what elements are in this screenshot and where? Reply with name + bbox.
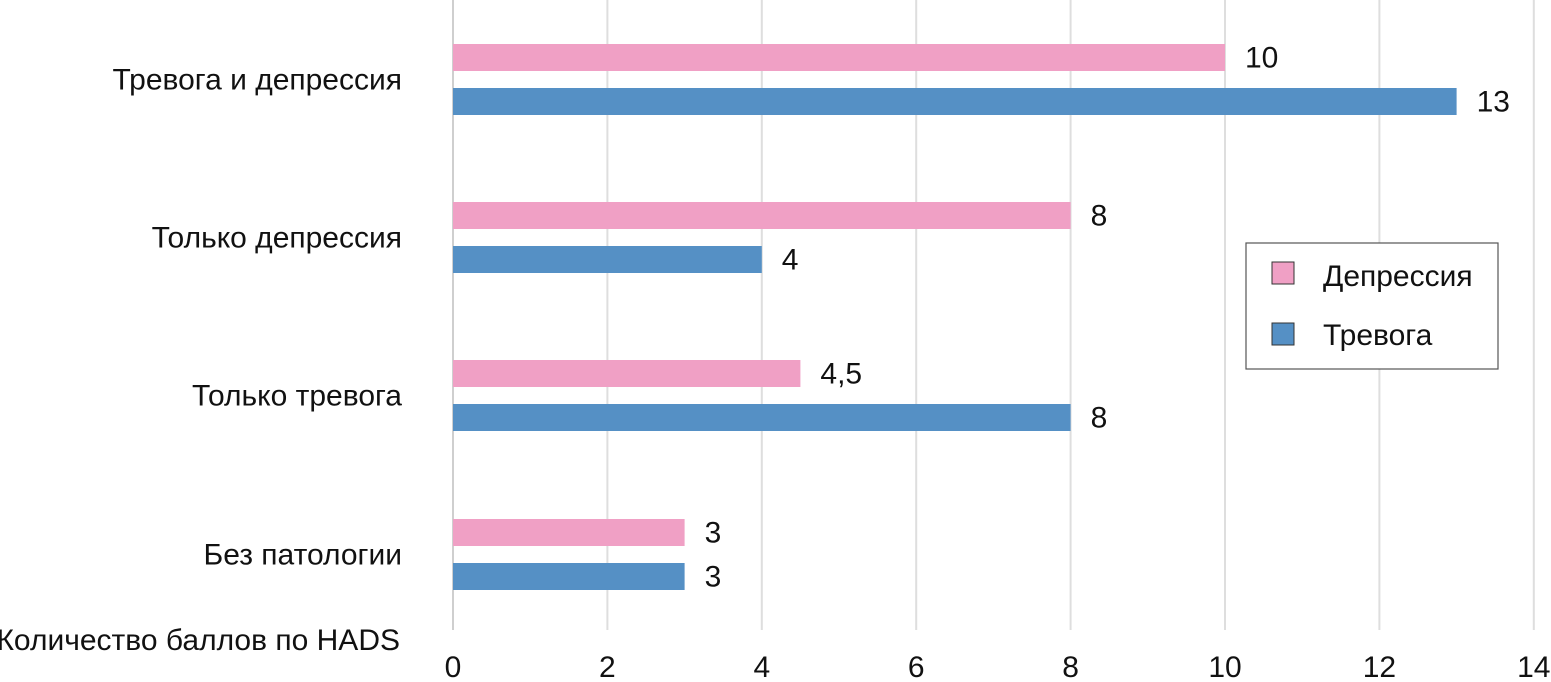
- bar-depression: [453, 519, 685, 546]
- legend-label-anxiety: Тревога: [1323, 319, 1433, 352]
- x-tick-label: 4: [753, 651, 770, 682]
- bar-depression: [453, 202, 1071, 229]
- data-label: 3: [705, 517, 722, 550]
- data-label: 3: [705, 561, 722, 594]
- bar-anxiety: [453, 246, 762, 273]
- category-label: Только тревога: [192, 380, 402, 413]
- bar-anxiety: [453, 563, 685, 590]
- x-tick-label: 14: [1517, 651, 1550, 682]
- category-label: Только депрессия: [152, 222, 402, 255]
- labels: 0 2 4 6 8 10 12 14 Тревога и депрессия 10 13 Только…: [113, 42, 1551, 682]
- bar-anxiety: [453, 88, 1457, 115]
- category-label: Без патологии: [204, 539, 403, 572]
- bar-depression: [453, 44, 1225, 71]
- legend: Депрессия Тревога: [1245, 242, 1499, 370]
- data-label: 8: [1091, 200, 1108, 233]
- legend-swatch-anxiety: [1271, 322, 1295, 346]
- x-tick-label: 10: [1208, 651, 1241, 682]
- legend-swatch-depression: [1271, 261, 1295, 285]
- x-tick-label: 6: [908, 651, 925, 682]
- x-tick-label: 0: [445, 651, 462, 682]
- category-label: Тревога и депрессия: [113, 64, 403, 97]
- data-label: 4: [782, 244, 799, 277]
- data-label: 8: [1091, 402, 1108, 435]
- bar-depression: [453, 360, 801, 387]
- legend-label-depression: Депрессия: [1323, 260, 1473, 293]
- data-label: 10: [1245, 42, 1278, 75]
- bar-anxiety: [453, 404, 1071, 431]
- x-tick-label: 12: [1363, 651, 1396, 682]
- data-label: 13: [1477, 86, 1510, 119]
- x-tick-label: 2: [599, 651, 616, 682]
- x-tick-label: 8: [1062, 651, 1079, 682]
- x-axis-title: Количество баллов по HADS: [0, 624, 400, 657]
- data-label: 4,5: [820, 358, 862, 391]
- bars: [453, 44, 1457, 590]
